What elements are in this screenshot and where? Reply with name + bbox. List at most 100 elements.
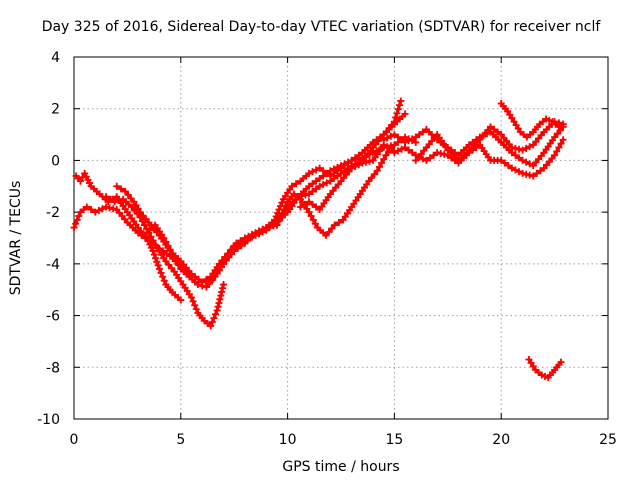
trace-marker (415, 131, 423, 139)
trace-marker (147, 233, 155, 241)
data-point (111, 198, 119, 206)
data-point (149, 247, 157, 255)
trace-marker (511, 166, 519, 174)
data-point (331, 221, 339, 229)
data-point (305, 169, 313, 177)
trace-marker (387, 146, 395, 154)
data-point (288, 182, 296, 190)
trace-marker (234, 244, 242, 252)
data-point (551, 151, 559, 159)
trace-marker (501, 159, 509, 167)
trace-marker (323, 169, 331, 177)
data-point (401, 110, 409, 118)
trace-marker (312, 166, 320, 174)
trace-marker (73, 216, 81, 224)
trace-marker (319, 167, 327, 175)
trace-marker (159, 273, 167, 281)
trace-marker (311, 220, 319, 228)
chart-title: Day 325 of 2016, Sidereal Day-to-day VTE… (42, 19, 602, 35)
trace-marker (217, 292, 225, 300)
trace-marker (526, 143, 534, 151)
data-point (412, 133, 420, 141)
trace-marker (259, 225, 267, 233)
trace-marker (330, 175, 338, 183)
data-point (519, 146, 527, 154)
trace-marker (333, 172, 341, 180)
trace-marker (301, 200, 309, 208)
data-point (252, 229, 260, 237)
data-point (348, 164, 356, 172)
data-point (230, 247, 238, 255)
data-point (316, 164, 324, 172)
data-point (326, 177, 334, 185)
trace-marker (383, 134, 391, 142)
y-tick-label: -4 (46, 257, 60, 273)
trace-marker (278, 209, 286, 217)
y-tick-label: -10 (37, 412, 60, 428)
data-point (220, 281, 228, 289)
series-trace-7 (273, 133, 420, 239)
trace-marker (511, 151, 519, 159)
data-point (207, 322, 215, 330)
series-trace-2 (102, 193, 228, 330)
y-tick-label: 0 (51, 153, 60, 169)
y-tick-label: -6 (46, 309, 60, 325)
trace-marker (255, 227, 263, 235)
trace-marker (153, 258, 161, 266)
trace-marker (405, 146, 413, 154)
data-point (262, 224, 270, 232)
data-point (401, 138, 409, 146)
data-point (273, 221, 281, 229)
trace-marker (398, 136, 406, 144)
trace-marker (208, 318, 216, 326)
trace-marker (335, 218, 343, 226)
trace-marker (280, 206, 288, 214)
data-series (70, 97, 567, 382)
data-point (305, 198, 313, 206)
data-point (380, 136, 388, 144)
trace-marker (557, 140, 565, 148)
trace-marker (160, 277, 168, 285)
trace-marker (152, 254, 160, 262)
series-line (145, 112, 407, 289)
data-point (373, 167, 381, 175)
data-point (91, 208, 99, 216)
y-tick-label: -8 (46, 360, 60, 376)
trace-marker (210, 314, 218, 322)
trace-marker (72, 220, 80, 228)
trace-marker (214, 303, 222, 311)
data-point (76, 177, 84, 185)
trace-marker (383, 144, 391, 151)
data-point (397, 97, 405, 105)
trace-marker (75, 212, 83, 220)
trace-marker (515, 154, 523, 162)
trace-marker (430, 151, 438, 159)
trace-marker (212, 310, 220, 318)
trace-marker (215, 299, 223, 307)
trace-marker (522, 144, 530, 152)
trace-marker (309, 168, 317, 176)
trace-marker (309, 216, 317, 224)
data-point (497, 156, 505, 164)
trace-marker (148, 239, 156, 247)
series-trace-11 (497, 100, 567, 141)
data-point (519, 156, 527, 164)
data-point (83, 203, 91, 211)
trace-marker (408, 149, 416, 157)
trace-marker (351, 154, 359, 162)
y-tick-label: -2 (46, 205, 60, 221)
x-tick-label: 20 (492, 432, 510, 448)
series-trace-12 (525, 356, 565, 382)
data-point (296, 203, 304, 211)
data-point (213, 306, 221, 314)
trace-marker (504, 162, 512, 170)
trace-marker (355, 161, 363, 169)
x-tick-label: 10 (279, 432, 297, 448)
data-point (555, 123, 563, 131)
trace-marker (526, 160, 534, 168)
data-point (390, 131, 398, 139)
trace-marker (216, 295, 224, 303)
data-point (168, 250, 176, 258)
trace-marker (392, 114, 400, 122)
